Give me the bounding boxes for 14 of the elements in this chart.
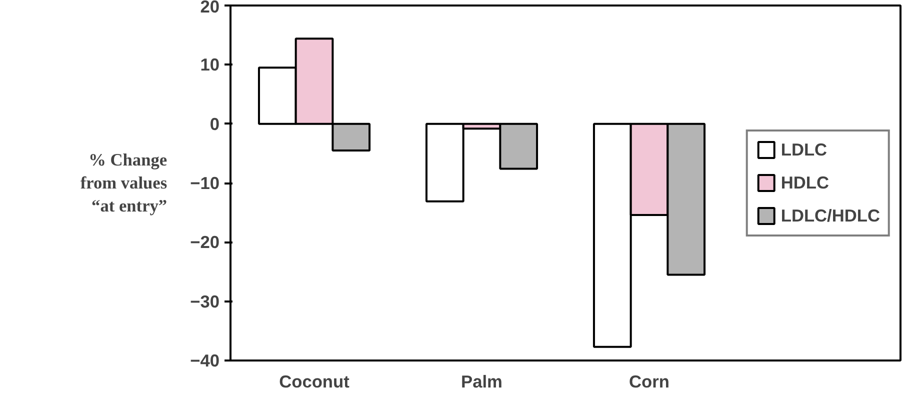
y-tick-label: −30 bbox=[190, 291, 220, 312]
legend-label: LDLC bbox=[780, 139, 828, 160]
x-tick-label: Coconut bbox=[279, 372, 350, 392]
y-tick-label: 10 bbox=[200, 54, 220, 75]
x-tick-label: Corn bbox=[629, 372, 670, 392]
y-tick-label: −10 bbox=[190, 173, 220, 193]
y-tick-label: −40 bbox=[190, 350, 220, 370]
legend-label: LDLC/HDLC bbox=[780, 205, 880, 226]
y-tick-label: 20 bbox=[200, 0, 220, 16]
legend-label: HDLC bbox=[780, 172, 829, 193]
y-tick-label: −20 bbox=[190, 232, 220, 252]
y-axis-title: % Change from values “at entry” bbox=[80, 150, 168, 216]
y-tick-label: 0 bbox=[210, 114, 220, 134]
x-tick-label: Palm bbox=[461, 372, 502, 392]
